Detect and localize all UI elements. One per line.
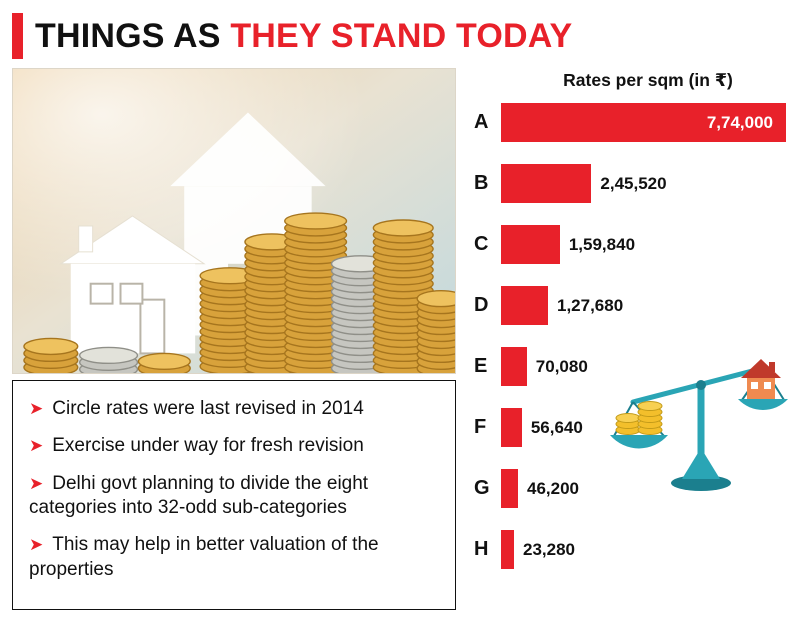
category-label: B (474, 172, 489, 194)
header: THINGS AS THEY STAND TODAY (12, 10, 788, 62)
bullet-text: This may help in better valuation of the… (29, 534, 379, 580)
chart-rows: A 7,74,000 B 2,45,520 C 1,59,840 D 1,27,680 E 70,… (474, 103, 786, 569)
bullet-arrow-icon: ➤ (29, 473, 44, 493)
bullet-list: ➤ Circle rates were last revised in 2014 ➤… (12, 380, 456, 610)
title-part-black: THINGS AS (35, 16, 231, 55)
value-label: 1,27,680 (557, 295, 624, 315)
category-label: H (474, 538, 489, 560)
chart-row: F 56,640 (474, 408, 786, 447)
bar-track: 1,59,840 (501, 225, 786, 264)
bar-track: 70,080 (501, 347, 786, 386)
title-part-red: THEY STAND TODAY (230, 16, 573, 55)
value-label: 7,74,000 (706, 112, 773, 132)
category-label: D (474, 294, 489, 316)
bar (501, 164, 592, 203)
chart-row: E 70,080 (474, 347, 786, 386)
value-label: 2,45,520 (600, 173, 667, 193)
chart-row: G 46,200 (474, 469, 786, 508)
category-label: A (474, 111, 489, 133)
chart-row: B 2,45,520 (474, 164, 786, 203)
bar (501, 408, 522, 447)
bullet-arrow-icon: ➤ (29, 436, 44, 456)
bar: 7,74,000 (501, 103, 786, 142)
value-label: 56,640 (530, 417, 583, 437)
coin-stacks (23, 212, 455, 373)
bar-track: 46,200 (501, 469, 786, 508)
bar-track: 2,45,520 (501, 164, 786, 203)
category-label: G (474, 477, 490, 499)
bullet-arrow-icon: ➤ (29, 535, 44, 555)
bar (501, 530, 514, 569)
bullet-item: ➤ Delhi govt planning to divide the eight… (29, 472, 445, 521)
bar-track: 1,27,680 (501, 286, 786, 325)
bullet-text: Delhi govt planning to divide the eight … (29, 472, 369, 518)
chart-panel: Rates per sqm (in ₹) A 7,74,000 B 2,45,520 C… (466, 68, 788, 610)
bar (501, 286, 548, 325)
house-coins-photo (12, 68, 456, 374)
chart-row: H 23,280 (474, 530, 786, 569)
category-label: E (474, 355, 488, 377)
header-accent-bar (12, 13, 23, 59)
category-label: F (474, 416, 487, 438)
bullet-text: Exercise under way for fresh revision (52, 435, 364, 457)
left-column: ➤ Circle rates were last revised in 2014 ➤… (12, 68, 456, 610)
bullet-text: Circle rates were last revised in 2014 (52, 398, 364, 419)
page-title: THINGS AS THEY STAND TODAY (35, 17, 572, 56)
bar (501, 347, 527, 386)
house-coins-illustration (13, 69, 455, 373)
value-label: 1,59,840 (568, 234, 636, 254)
bar (501, 469, 518, 508)
content: ➤ Circle rates were last revised in 2014 ➤… (12, 68, 788, 610)
bar (501, 225, 560, 264)
chart-row: A 7,74,000 (474, 103, 786, 142)
bullet-item: ➤ Circle rates were last revised in 2014 (29, 397, 445, 421)
category-label: C (474, 233, 489, 255)
value-label: 70,080 (535, 356, 588, 376)
bar-track: 7,74,000 (501, 103, 786, 142)
value-label: 23,280 (523, 539, 575, 559)
bullet-item: ➤ Exercise under way for fresh revision (29, 434, 445, 458)
value-label: 46,200 (527, 478, 579, 498)
small-paper-house (59, 215, 206, 355)
bar-track: 23,280 (501, 530, 786, 569)
bullet-arrow-icon: ➤ (29, 399, 44, 418)
bar-track: 56,640 (501, 408, 786, 447)
chart-row: C 1,59,840 (474, 225, 786, 264)
chart-title: Rates per sqm (in ₹) (563, 70, 733, 90)
bullet-item: ➤ This may help in better valuation of th… (29, 533, 445, 582)
chart-row: D 1,27,680 (474, 286, 786, 325)
